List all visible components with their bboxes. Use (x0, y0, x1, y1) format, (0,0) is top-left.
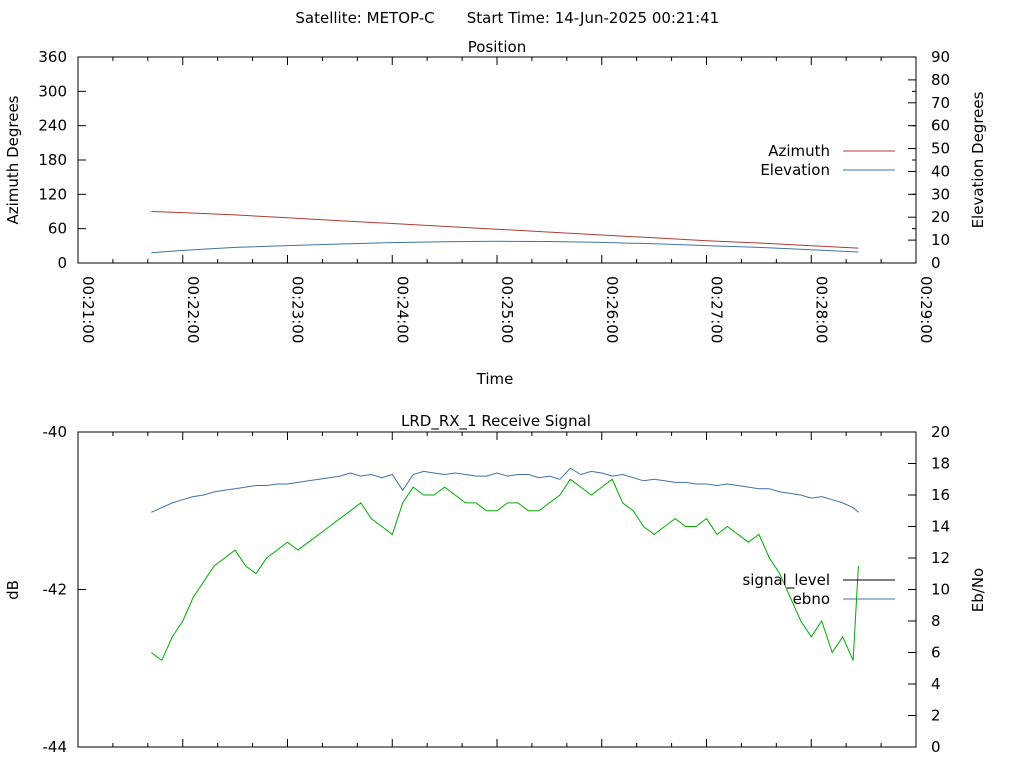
y-right-tick-label: 40 (931, 162, 950, 180)
position-series (151, 211, 859, 254)
y-left-tick-label: 60 (48, 220, 67, 238)
series-line-elevation (151, 240, 859, 254)
x-tick-label: 00:25:00 (498, 276, 516, 343)
y-left-tick-label: -42 (43, 581, 68, 599)
y-left-tick-label: -44 (43, 738, 68, 756)
y-right-tick-label: 8 (931, 612, 941, 630)
x-tick-label: 00:24:00 (393, 276, 411, 343)
y-right-tick-label: 12 (931, 549, 950, 567)
y-right-tick-label: 14 (931, 518, 950, 536)
signal-time-ticks (77, 432, 917, 747)
legend-label-elevation: Elevation (760, 161, 830, 179)
legend-label-signal-level: signal_level (742, 571, 830, 590)
y-left-tick-label: 180 (38, 151, 67, 169)
azimuth-axis-label: Azimuth Degrees (4, 95, 22, 224)
y-right-tick-label: 50 (931, 140, 950, 158)
elevation-ticks: 0 10 20 30 40 50 60 70 80 90 (908, 48, 950, 272)
x-tick-label: 00:23:00 (289, 276, 307, 343)
series-line-azimuth (151, 211, 859, 249)
db-axis-label: dB (4, 580, 22, 600)
y-right-tick-label: 4 (931, 675, 941, 693)
position-legend: Azimuth Elevation (760, 142, 895, 179)
position-chart-title: Position (468, 38, 526, 56)
y-right-tick-label: 2 (931, 707, 941, 725)
x-tick-label: 00:28:00 (812, 276, 830, 343)
position-chart: Position Azimuth Degrees Elevation Degre… (4, 38, 987, 388)
y-right-tick-label: 0 (931, 254, 941, 272)
y-left-tick-label: 240 (38, 117, 67, 135)
y-right-tick-label: 16 (931, 486, 950, 504)
satellite-label: Satellite: METOP-C (295, 9, 434, 27)
y-right-tick-label: 90 (931, 48, 950, 66)
y-right-tick-label: 0 (931, 738, 941, 756)
legend-label-azimuth: Azimuth (768, 142, 830, 160)
y-left-tick-label: 120 (38, 185, 67, 203)
y-right-tick-label: 10 (931, 581, 950, 599)
signal-legend: signal_level ebno (742, 571, 895, 608)
time-axis-label: Time (476, 370, 514, 388)
y-right-tick-label: 6 (931, 644, 941, 662)
x-tick-label: 00:26:00 (603, 276, 621, 343)
y-left-tick-label: 360 (38, 48, 67, 66)
signal-chart: LRD_RX_1 Receive Signal dB Eb/No -44 -42 -… (4, 412, 987, 756)
y-left-tick-label: -40 (43, 423, 68, 441)
y-right-tick-label: 60 (931, 117, 950, 135)
x-tick-label: 00:27:00 (708, 276, 726, 343)
x-tick-label: 00:22:00 (184, 276, 202, 343)
legend-label-ebno: ebno (793, 590, 830, 608)
y-left-tick-label: 0 (57, 254, 67, 272)
time-ticks: 00:21:00 00:22:00 00:23:00 00:24:00 00:25:00… (77, 57, 935, 343)
ebno-axis-label: Eb/No (969, 568, 987, 612)
y-right-tick-label: 80 (931, 71, 950, 89)
y-right-tick-label: 30 (931, 185, 950, 203)
elevation-axis-label: Elevation Degrees (969, 91, 987, 228)
signal-series (150, 467, 859, 662)
signal-chart-title: LRD_RX_1 Receive Signal (401, 412, 591, 431)
y-left-tick-label: 300 (38, 82, 67, 100)
y-right-tick-label: 20 (931, 423, 950, 441)
series-line-signal-level (150, 478, 859, 662)
x-tick-label: 00:29:00 (917, 276, 935, 343)
y-right-tick-label: 10 (931, 231, 950, 249)
series-line-ebno (151, 467, 859, 513)
ebno-ticks: 0 2 4 6 8 10 12 14 16 18 20 (908, 423, 950, 756)
x-tick-label: 00:21:00 (79, 276, 97, 343)
start-time-label: Start Time: 14-Jun-2025 00:21:41 (467, 9, 719, 27)
y-right-tick-label: 20 (931, 208, 950, 226)
y-right-tick-label: 18 (931, 455, 950, 473)
y-right-tick-label: 70 (931, 94, 950, 112)
